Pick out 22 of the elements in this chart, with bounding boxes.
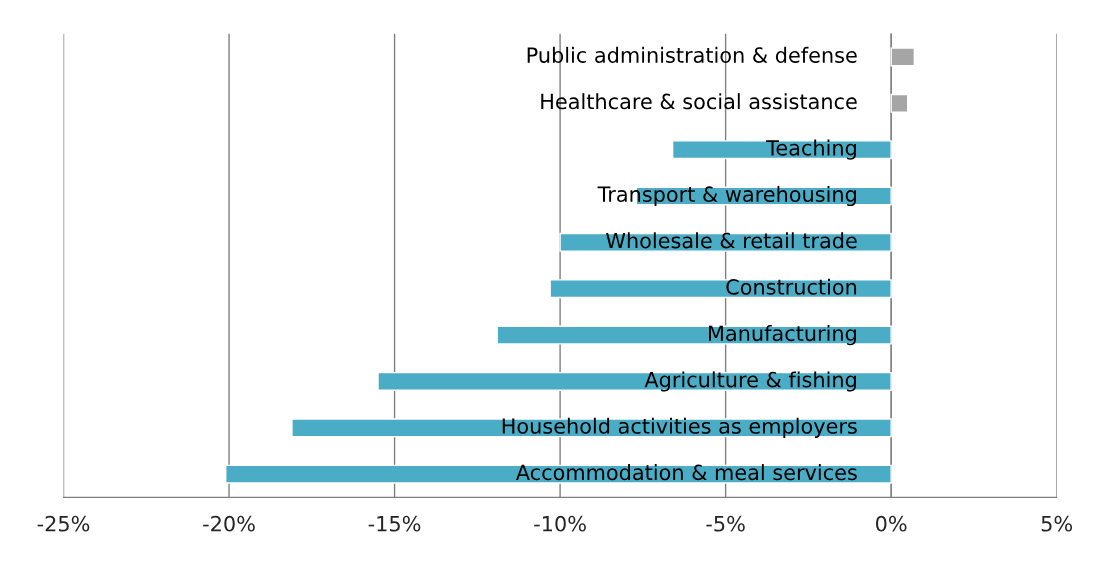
x-tick-label: -20% [203,515,255,532]
bar [549,279,892,299]
x-tick-label: 5% [1041,515,1073,532]
x-tick-label: -25% [37,515,90,532]
y-tick-label: Agriculture & fishing [644,371,856,392]
bar [671,140,892,160]
x-tick-label: 0% [876,515,907,532]
y-tick-label: Accommodation & meal services [515,464,857,481]
y-tick-label: Healthcare & social assistance [541,93,857,110]
y-tick-label: Manufacturing [709,325,856,346]
y-tick-label: Construction [726,278,857,295]
y-tick-label: Public administration & defense [527,46,857,63]
x-tick-label: -10% [534,515,586,532]
bar [890,93,909,113]
x-tick-label: -5% [706,515,745,532]
bar [377,371,892,391]
x-tick-label: -15% [368,515,421,532]
bar [496,325,892,345]
bar [890,47,916,67]
y-tick-label: Wholesale & retail trade [606,232,857,249]
y-tick-label: Household activities as employers [502,417,857,438]
y-tick-label: Teaching [766,139,856,160]
